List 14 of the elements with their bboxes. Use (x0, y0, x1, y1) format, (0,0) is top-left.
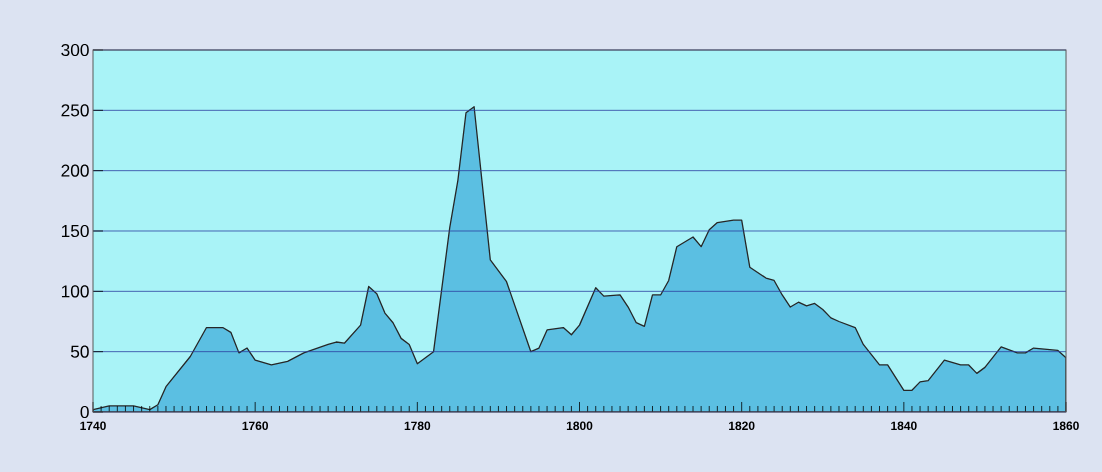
y-tick-label: 0 (80, 405, 89, 419)
y-tick-label: 100 (61, 285, 89, 298)
y-tick-label: 250 (61, 104, 89, 117)
x-tick-label: 1780 (404, 421, 431, 431)
x-tick-label: 1760 (242, 421, 269, 431)
x-tick-label: 1860 (1053, 421, 1079, 431)
y-tick-label: 50 (70, 345, 89, 358)
y-tick-label: 300 (61, 43, 89, 57)
y-tick-label: 150 (61, 224, 89, 238)
x-tick-label: 1800 (566, 421, 593, 431)
x-tick-label: 1740 (80, 421, 106, 431)
y-tick-label: 200 (61, 164, 89, 177)
x-tick-label: 1840 (891, 421, 917, 431)
x-tick-label: 1820 (729, 421, 755, 431)
